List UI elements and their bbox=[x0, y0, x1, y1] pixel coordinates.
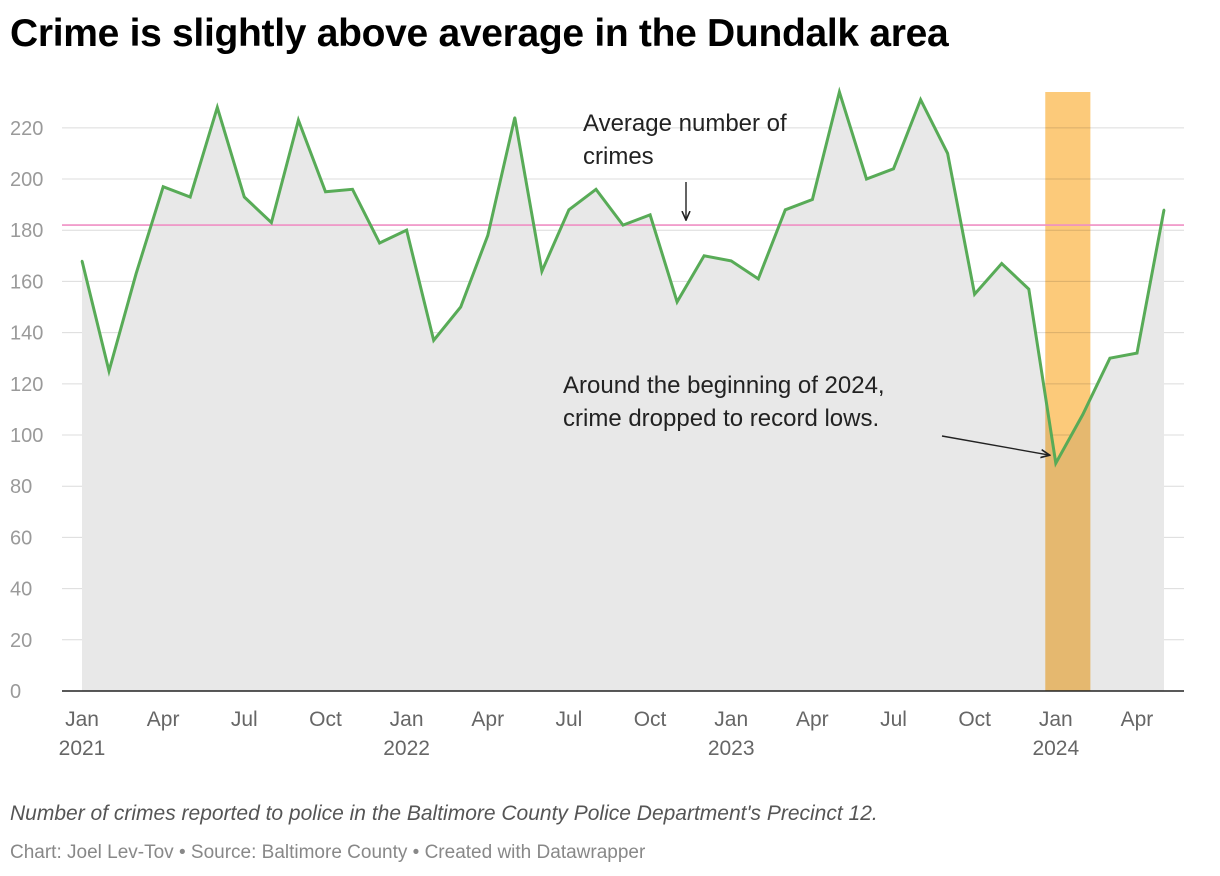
data-point-2023-07 bbox=[892, 167, 895, 170]
annotation-record-lows-line1: Around the beginning of 2024, bbox=[563, 372, 885, 399]
data-point-2023-02 bbox=[757, 277, 760, 281]
x-tick-label: Oct bbox=[309, 708, 342, 731]
data-point-2024-03 bbox=[1108, 357, 1112, 360]
data-point-2022-01 bbox=[405, 229, 408, 232]
x-tick-label: Jul bbox=[555, 708, 582, 731]
x-tick-year-label: 2024 bbox=[1032, 737, 1079, 760]
data-point-2023-08 bbox=[919, 98, 922, 101]
y-tick-label: 60 bbox=[10, 527, 32, 549]
annotation-average-line2: crimes bbox=[583, 143, 654, 170]
data-point-2023-11 bbox=[1000, 262, 1003, 265]
data-point-2021-09 bbox=[297, 119, 300, 122]
y-tick-label: 100 bbox=[10, 425, 43, 447]
x-tick-label: Jan bbox=[390, 708, 424, 731]
data-point-2021-03 bbox=[134, 272, 138, 275]
data-point-2021-05 bbox=[189, 195, 192, 199]
data-point-2021-12 bbox=[378, 241, 381, 245]
data-point-2022-12 bbox=[702, 254, 706, 257]
x-tick-label: Jul bbox=[880, 708, 907, 731]
y-tick-label: 40 bbox=[10, 579, 32, 601]
y-tick-label: 0 bbox=[10, 681, 21, 703]
data-point-2024-05 bbox=[1162, 208, 1166, 211]
y-tick-label: 180 bbox=[10, 220, 43, 242]
chart-title: Crime is slightly above average in the D… bbox=[10, 12, 949, 55]
y-tick-label: 20 bbox=[10, 630, 32, 652]
x-tick-label: Apr bbox=[796, 708, 829, 731]
data-point-2022-02 bbox=[432, 339, 435, 342]
data-point-2021-08 bbox=[270, 221, 273, 224]
data-point-2022-07 bbox=[567, 208, 571, 211]
x-tick-year-label: 2021 bbox=[59, 737, 106, 760]
chart-canvas: 0 20 40 60 80 100 120 140 160 180 200 220 Jan 2021 Apr… bbox=[10, 86, 1184, 760]
data-point-2022-04 bbox=[486, 234, 489, 237]
data-point-2021-01 bbox=[80, 259, 84, 263]
y-tick-label: 160 bbox=[10, 271, 43, 293]
area-layer bbox=[82, 92, 1164, 691]
y-tick-label: 80 bbox=[10, 476, 32, 498]
data-point-2022-10 bbox=[648, 213, 652, 217]
data-point-2022-06 bbox=[540, 270, 544, 273]
x-tick-label: Jan bbox=[65, 708, 99, 731]
data-point-2021-02 bbox=[107, 369, 111, 373]
y-tick-label: 140 bbox=[10, 323, 43, 345]
data-point-2024-01 bbox=[1054, 462, 1058, 465]
data-point-2023-03 bbox=[784, 208, 787, 211]
area-fill bbox=[82, 92, 1164, 691]
data-point-2023-10 bbox=[973, 293, 976, 296]
annotation-record-lows-arrow bbox=[941, 435, 1050, 455]
chart-credit: Chart: Joel Lev-Tov • Source: Baltimore … bbox=[10, 842, 646, 863]
data-point-2023-09 bbox=[946, 152, 949, 155]
x-tick-year-label: 2023 bbox=[708, 737, 755, 760]
x-tick-year-label: 2022 bbox=[383, 737, 430, 760]
data-point-2023-06 bbox=[865, 177, 868, 181]
data-point-2023-05 bbox=[838, 90, 841, 94]
annotation-layer: Average number of crimes Around the beginn… bbox=[563, 110, 1050, 455]
data-point-2021-06 bbox=[216, 106, 219, 109]
annotation-record-lows-line2: crime dropped to record lows. bbox=[563, 405, 879, 432]
x-tick-label: Jul bbox=[231, 708, 258, 731]
data-point-2022-11 bbox=[675, 300, 679, 304]
line-layer bbox=[80, 86, 1166, 468]
highlight-band-2024 bbox=[1045, 92, 1091, 691]
data-point-2023-12 bbox=[1027, 287, 1031, 291]
x-tick-label: Apr bbox=[471, 708, 504, 731]
highlight-layer bbox=[1045, 92, 1091, 691]
y-tick-label: 200 bbox=[10, 169, 43, 191]
y-tick-label: 120 bbox=[10, 374, 43, 396]
x-tick-label: Apr bbox=[1121, 708, 1154, 731]
x-tick-label: Apr bbox=[147, 708, 180, 731]
data-point-2022-09 bbox=[621, 223, 625, 227]
chart-note: Number of crimes reported to police in t… bbox=[10, 802, 878, 825]
data-point-2021-07 bbox=[243, 195, 246, 199]
data-point-2021-11 bbox=[351, 188, 354, 191]
x-tick-label: Oct bbox=[634, 708, 667, 731]
axis-layer: 0 20 40 60 80 100 120 140 160 180 200 220 Jan 2021 Apr… bbox=[10, 118, 1184, 760]
data-point-2023-01 bbox=[730, 259, 733, 263]
data-point-2021-10 bbox=[324, 190, 327, 193]
data-point-2022-05 bbox=[513, 116, 516, 119]
x-tick-label: Jan bbox=[1039, 708, 1073, 731]
data-point-2022-03 bbox=[459, 305, 462, 309]
x-tick-label: Jan bbox=[714, 708, 748, 731]
data-point-2021-04 bbox=[162, 185, 165, 188]
data-point-2022-08 bbox=[594, 188, 598, 191]
annotation-average-line1: Average number of bbox=[583, 110, 787, 137]
x-tick-label: Oct bbox=[958, 708, 991, 731]
data-point-2024-04 bbox=[1135, 351, 1139, 355]
data-point-2023-04 bbox=[811, 198, 814, 201]
data-point-2024-02 bbox=[1081, 413, 1085, 416]
y-tick-label: 220 bbox=[10, 118, 43, 140]
